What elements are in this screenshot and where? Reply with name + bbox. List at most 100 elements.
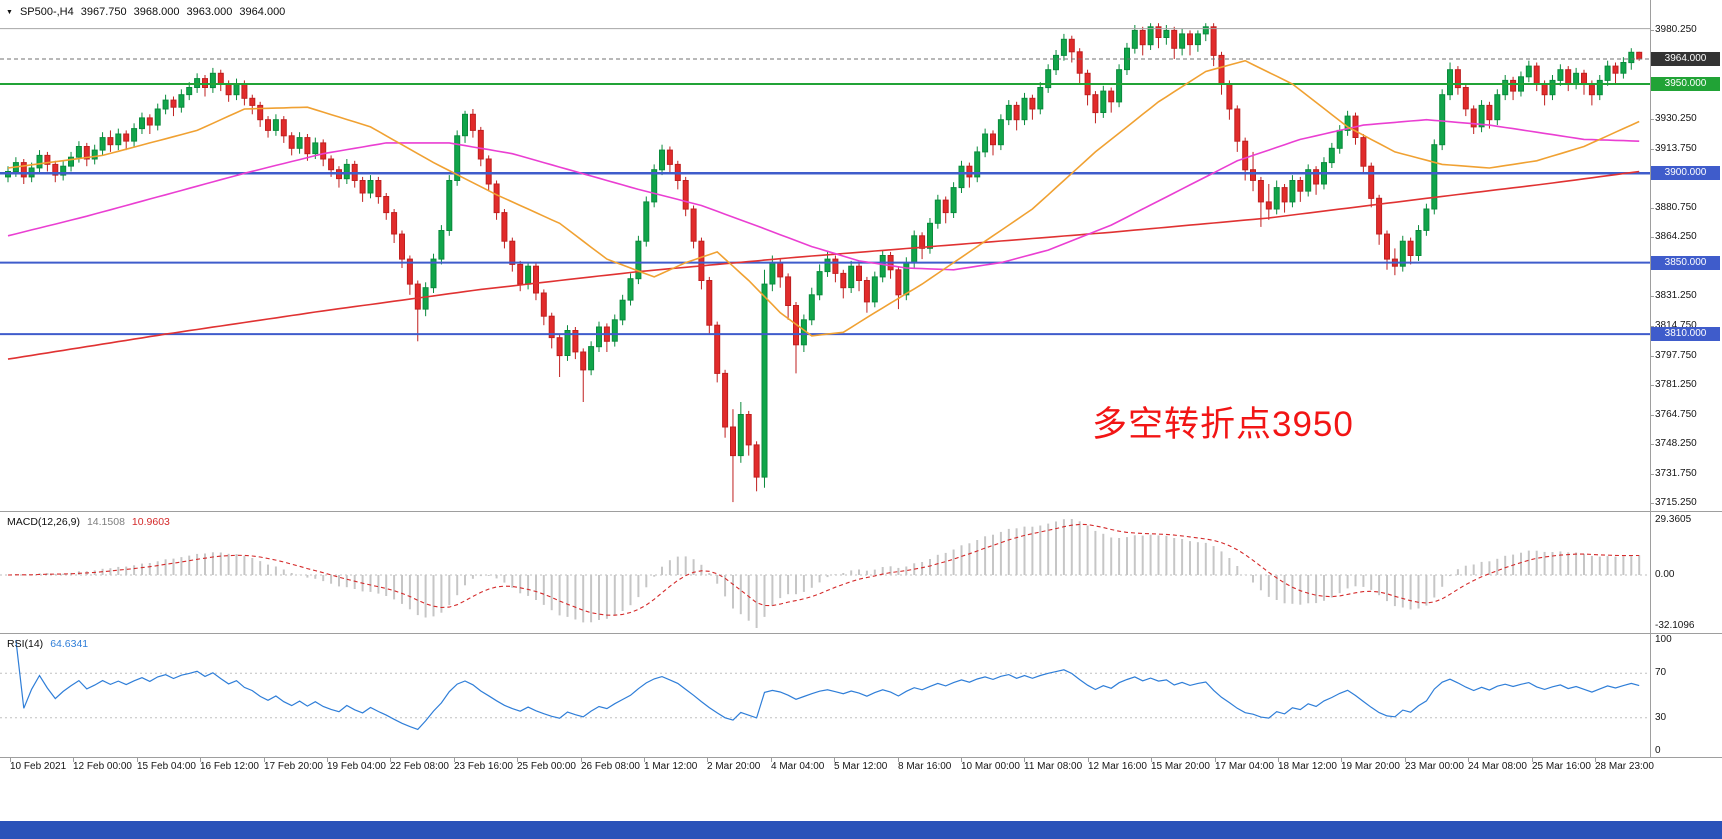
- macd-name: MACD(12,26,9): [7, 516, 80, 528]
- time-axis-label: 8 Mar 16:00: [898, 761, 952, 772]
- ma-fast-line[interactable]: [7, 59, 1640, 337]
- time-axis-tick: [898, 758, 899, 762]
- price-line-tag: 3950.000: [1651, 76, 1720, 91]
- ma-slow-line[interactable]: [7, 170, 1640, 360]
- time-axis-tick: [1151, 758, 1152, 762]
- price-axis-label: 3797.750: [1655, 350, 1697, 361]
- price-axis-label: 3715.250: [1655, 497, 1697, 509]
- time-axis-label: 28 Mar 23:00: [1595, 761, 1654, 772]
- price-axis-label: 3764.750: [1655, 408, 1697, 420]
- time-axis-label: 2 Mar 20:00: [707, 761, 761, 772]
- candlestick-series: [5, 23, 1643, 503]
- price-line-tag: 3900.000: [1651, 166, 1720, 181]
- time-axis-label: 15 Feb 04:00: [137, 761, 196, 772]
- price-axis-label: 3980.250: [1655, 23, 1697, 35]
- ohlc-high-value: 3968.000: [133, 6, 180, 18]
- macd-panel-separator[interactable]: [0, 511, 1722, 512]
- time-axis-tick: [834, 758, 835, 762]
- time-axis-label: 25 Mar 16:00: [1532, 761, 1591, 772]
- time-axis-label: 12 Feb 00:00: [73, 761, 132, 772]
- macd-axis-label: 0.00: [1655, 569, 1675, 580]
- time-axis-tick: [961, 758, 962, 762]
- price-line-tag: 3810.000: [1651, 327, 1720, 342]
- price-axis-tick: [1650, 444, 1654, 445]
- price-axis-tick: [1650, 296, 1654, 297]
- price-line-tag: 3850.000: [1651, 255, 1720, 270]
- time-axis-tick: [200, 758, 201, 762]
- price-axis-tick: [1650, 30, 1654, 31]
- time-axis-tick: [707, 758, 708, 762]
- rsi-line: [15, 639, 1640, 731]
- time-axis-tick: [581, 758, 582, 762]
- price-axis-tick: [1650, 119, 1654, 120]
- price-axis-label: 3880.750: [1655, 201, 1697, 213]
- time-axis-tick: [1088, 758, 1089, 762]
- macd-indicator-label: MACD(12,26,9) 14.1508 10.9603: [7, 516, 170, 528]
- horizontal-lines[interactable]: [0, 28, 1650, 336]
- time-axis-tick: [644, 758, 645, 762]
- price-axis-label: 3913.750: [1655, 142, 1697, 154]
- time-axis-separator: [0, 757, 1722, 758]
- price-axis-separator: [1650, 0, 1651, 757]
- time-axis-label: 11 Mar 08:00: [1024, 761, 1083, 772]
- time-axis-tick: [137, 758, 138, 762]
- time-axis-tick: [390, 758, 391, 762]
- time-axis-label: 5 Mar 12:00: [834, 761, 888, 772]
- time-axis-label: 10 Feb 2021: [10, 761, 67, 772]
- time-axis-label: 26 Feb 08:00: [581, 761, 640, 772]
- time-axis-label: 22 Feb 08:00: [390, 761, 449, 772]
- price-axis-tick: [1650, 208, 1654, 209]
- price-axis-tick: [1650, 356, 1654, 357]
- time-axis-label: 25 Feb 00:00: [517, 761, 576, 772]
- rsi-axis-label: 30: [1655, 712, 1667, 723]
- symbol-period-label: SP500-,H4: [19, 6, 74, 18]
- time-axis-tick: [327, 758, 328, 762]
- macd-axis-label: 29.3605: [1655, 514, 1692, 525]
- price-axis-tick: [1650, 149, 1654, 150]
- price-axis-tick: [1650, 503, 1654, 504]
- ma-mid-line[interactable]: [7, 118, 1640, 271]
- time-axis-label: 4 Mar 04:00: [771, 761, 825, 772]
- time-axis-tick: [1405, 758, 1406, 762]
- rsi-axis-label: 70: [1655, 667, 1667, 678]
- time-axis-tick: [73, 758, 74, 762]
- macd-signal-line: [7, 523, 1640, 616]
- dropdown-arrow-icon[interactable]: ▼: [6, 8, 13, 16]
- price-axis-label: 3831.250: [1655, 290, 1697, 302]
- price-axis-label: 3748.250: [1655, 438, 1697, 450]
- time-axis-label: 19 Feb 04:00: [327, 761, 386, 772]
- price-axis-label: 3731.750: [1655, 467, 1697, 479]
- rsi-axis-label: 0: [1655, 745, 1661, 756]
- time-axis-tick: [1532, 758, 1533, 762]
- time-axis-tick: [1468, 758, 1469, 762]
- time-axis-tick: [1278, 758, 1279, 762]
- price-axis-label: 3814.750: [1655, 319, 1697, 331]
- rsi-panel-separator[interactable]: [0, 633, 1722, 634]
- time-axis-label: 17 Mar 04:00: [1215, 761, 1274, 772]
- macd-main-value: 14.1508: [86, 516, 125, 528]
- macd-axis-label: -32.1096: [1655, 620, 1695, 631]
- rsi-indicator-label: RSI(14) 64.6341: [7, 638, 88, 650]
- rsi-axis-label: 100: [1655, 634, 1672, 645]
- time-axis-label: 24 Mar 08:00: [1468, 761, 1527, 772]
- time-axis-tick: [1215, 758, 1216, 762]
- time-axis-tick: [1595, 758, 1596, 762]
- time-axis-tick: [1341, 758, 1342, 762]
- current-price-tag: 3964.000: [1651, 51, 1720, 66]
- annotation-text[interactable]: 多空转折点3950: [1092, 405, 1354, 444]
- time-axis-label: 23 Mar 00:00: [1405, 761, 1464, 772]
- price-axis-label: 3930.250: [1655, 113, 1697, 125]
- price-axis-label: 3781.250: [1655, 379, 1697, 391]
- ohlc-low-value: 3963.000: [186, 6, 233, 18]
- time-axis-label: 18 Mar 12:00: [1278, 761, 1337, 772]
- macd-signal-value: 10.9603: [131, 516, 170, 528]
- time-axis-tick: [517, 758, 518, 762]
- price-axis-tick: [1650, 415, 1654, 416]
- time-axis-label: 17 Feb 20:00: [264, 761, 323, 772]
- time-axis-label: 16 Feb 12:00: [200, 761, 259, 772]
- time-axis-tick: [10, 758, 11, 762]
- rsi-name: RSI(14): [7, 638, 44, 650]
- macd-histogram: [14, 519, 1641, 628]
